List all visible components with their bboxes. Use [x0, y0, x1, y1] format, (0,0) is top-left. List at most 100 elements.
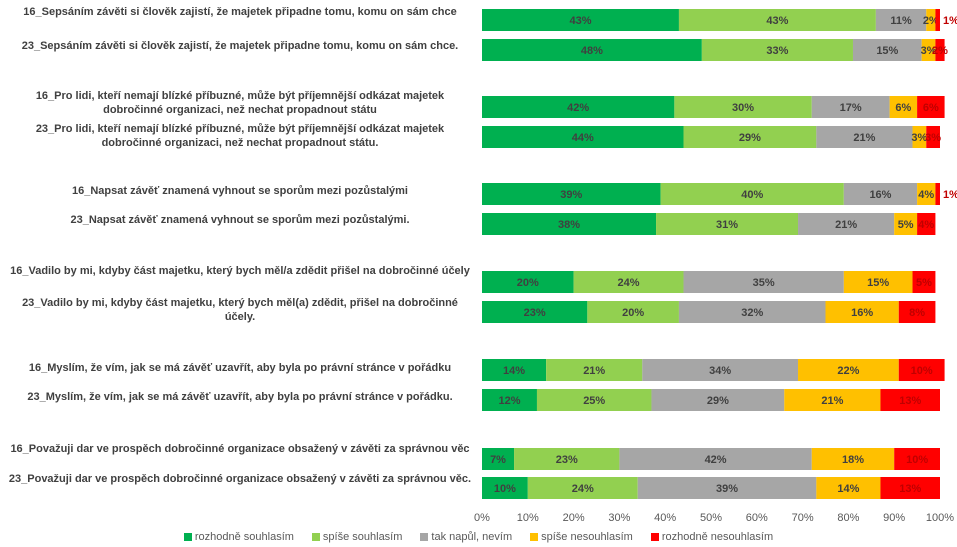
data-label: 16%	[851, 307, 873, 319]
x-tick-label: 10%	[517, 512, 539, 524]
x-tick-label: 100%	[926, 512, 954, 524]
data-label: 5%	[916, 277, 932, 289]
data-label: 20%	[517, 277, 539, 289]
data-label: 29%	[707, 395, 729, 407]
legend-label: tak napůl, nevím	[431, 531, 513, 543]
bar-segment	[917, 183, 936, 205]
data-label: 3%	[921, 45, 937, 57]
bar-segment	[482, 271, 574, 293]
data-label: 20%	[622, 307, 644, 319]
data-label: 35%	[753, 277, 775, 289]
category-label: 16_Sepsáním závěti si člověk zajistí, že…	[23, 6, 457, 18]
bar-segment	[875, 9, 927, 31]
data-label: 15%	[867, 277, 889, 289]
x-tick-label: 40%	[654, 512, 676, 524]
category-label: 16_Napsat závěť znamená vyhnout se sporů…	[72, 185, 408, 197]
bar-segment	[619, 448, 812, 470]
legend-swatch	[183, 533, 192, 541]
bar-segment	[683, 126, 817, 148]
data-label: 40%	[741, 189, 763, 201]
data-label: 24%	[572, 483, 594, 495]
data-label: 31%	[716, 219, 738, 231]
legend-swatch	[530, 533, 539, 541]
data-label: 10%	[906, 454, 928, 466]
x-tick-label: 70%	[792, 512, 814, 524]
legend-label: rozhodně souhlasím	[194, 531, 294, 543]
data-label: 33%	[766, 45, 788, 57]
bar-segment	[852, 39, 922, 61]
category-label: 16_Myslím, že vím, jak se má závěť uzavř…	[28, 362, 452, 374]
bar-segment	[651, 389, 785, 411]
data-label: 18%	[842, 454, 864, 466]
data-label: 39%	[716, 483, 738, 495]
bar-segment	[656, 213, 799, 235]
bar-segment	[482, 39, 702, 61]
data-label: 25%	[583, 395, 605, 407]
bar-segment	[811, 448, 895, 470]
x-tick-label: 90%	[883, 512, 905, 524]
data-label: 24%	[618, 277, 640, 289]
bar-segment	[678, 301, 826, 323]
bar-segment	[912, 271, 936, 293]
bar-segment	[811, 96, 890, 118]
category-label: 16_Pro lidi, kteří nemají blízké příbuzn…	[35, 90, 445, 116]
bar-segment	[912, 126, 927, 148]
category-label: 23_Považuji dar ve prospěch dobročinné o…	[8, 473, 472, 485]
data-label: 15%	[876, 45, 898, 57]
data-label: 23%	[524, 307, 546, 319]
bar-segment	[898, 301, 936, 323]
bar-segment	[798, 359, 899, 381]
data-label: 42%	[705, 454, 727, 466]
data-label: 1%	[943, 15, 957, 27]
data-label: 34%	[709, 365, 731, 377]
x-tick-label: 30%	[608, 512, 630, 524]
data-label: 4%	[918, 219, 934, 231]
bar-segment	[482, 301, 588, 323]
bar-segment	[701, 39, 853, 61]
bar-segment	[482, 477, 528, 499]
data-label: 17%	[840, 102, 862, 114]
bar-segment	[843, 183, 918, 205]
data-label: 42%	[567, 102, 589, 114]
legend-swatch	[650, 533, 659, 541]
x-tick-label: 80%	[837, 512, 859, 524]
bar-segment	[683, 271, 844, 293]
legend-swatch	[420, 533, 429, 541]
data-label: 5%	[898, 219, 914, 231]
data-label: 14%	[837, 483, 859, 495]
data-label: 10%	[911, 365, 933, 377]
data-label: 4%	[918, 189, 934, 201]
data-label: 13%	[899, 395, 921, 407]
bar-segment	[880, 389, 940, 411]
x-tick-label: 50%	[700, 512, 722, 524]
bar-segment	[482, 389, 537, 411]
bar-segment	[536, 389, 652, 411]
bar-segment	[917, 96, 945, 118]
legend-label: spíše nesouhlasím	[541, 531, 633, 543]
data-label: 21%	[821, 395, 843, 407]
data-label: 1%	[943, 189, 957, 201]
data-label: 3%	[911, 132, 927, 144]
bar-segment	[898, 359, 945, 381]
bar-segment	[482, 213, 657, 235]
data-label: 21%	[583, 365, 605, 377]
bar-segment	[482, 359, 547, 381]
bar-segment	[642, 359, 799, 381]
x-tick-label: 0%	[474, 512, 490, 524]
bar-segment	[573, 271, 684, 293]
legend-item: spíše nesouhlasím	[530, 530, 633, 544]
data-label: 48%	[581, 45, 603, 57]
data-label: 6%	[923, 102, 939, 114]
data-label: 14%	[503, 365, 525, 377]
bar-segment	[587, 301, 679, 323]
bar-segment	[514, 448, 620, 470]
data-label: 16%	[869, 189, 891, 201]
bar-segment	[894, 448, 940, 470]
data-label: 30%	[732, 102, 754, 114]
data-label: 22%	[837, 365, 859, 377]
bar-segment	[546, 359, 643, 381]
category-label: 16_Vadilo by mi, kdyby část majetku, kte…	[10, 265, 470, 277]
legend-item: spíše souhlasím	[311, 530, 402, 544]
data-label: 13%	[899, 483, 921, 495]
bar-segment	[482, 126, 684, 148]
